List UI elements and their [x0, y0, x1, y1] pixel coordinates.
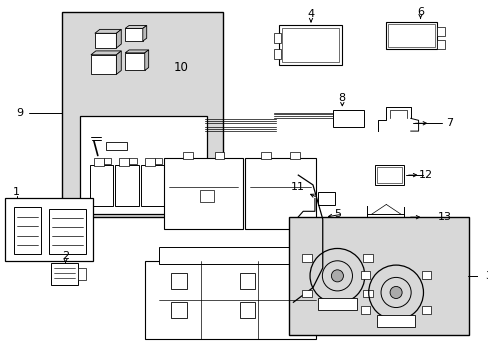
Text: 5: 5 — [333, 209, 340, 219]
Bar — [273, 33, 280, 43]
Bar — [154, 158, 162, 165]
Text: 2: 2 — [62, 251, 69, 261]
Bar — [421, 271, 430, 279]
Bar — [49, 210, 86, 254]
Polygon shape — [125, 26, 146, 28]
Bar — [302, 289, 311, 297]
Text: 4: 4 — [307, 9, 314, 19]
Bar — [436, 27, 444, 36]
Bar — [144, 261, 315, 339]
Circle shape — [331, 270, 343, 282]
Bar — [386, 22, 436, 49]
Text: 6: 6 — [416, 7, 423, 17]
Bar — [281, 28, 339, 62]
Polygon shape — [144, 50, 148, 71]
Bar — [317, 192, 335, 206]
Bar — [436, 40, 444, 49]
Bar — [278, 26, 342, 64]
Bar — [80, 116, 207, 214]
Text: 8: 8 — [338, 93, 345, 103]
Bar — [360, 306, 370, 314]
Bar — [376, 222, 393, 232]
Bar — [214, 152, 224, 159]
Bar — [171, 273, 186, 289]
Bar — [94, 158, 103, 166]
Polygon shape — [116, 30, 121, 48]
Text: 1: 1 — [13, 187, 20, 197]
Bar — [421, 306, 430, 314]
Bar — [166, 165, 189, 206]
Bar — [332, 109, 363, 127]
Bar — [171, 302, 186, 318]
Text: 10: 10 — [173, 61, 188, 74]
Bar — [14, 207, 41, 254]
Polygon shape — [116, 51, 121, 75]
Bar — [78, 268, 86, 280]
Bar — [244, 158, 315, 229]
Bar — [273, 49, 280, 59]
Bar — [61, 12, 223, 217]
Bar — [310, 274, 320, 302]
Bar — [129, 158, 137, 165]
Polygon shape — [125, 50, 148, 53]
Text: 7: 7 — [446, 118, 452, 128]
Text: 9: 9 — [16, 108, 23, 118]
Text: 11: 11 — [291, 182, 305, 192]
Polygon shape — [142, 26, 146, 41]
Bar — [95, 33, 116, 48]
Bar — [288, 217, 468, 334]
Bar — [360, 271, 370, 279]
Bar — [51, 263, 78, 285]
Bar — [362, 254, 372, 262]
Bar — [180, 158, 187, 165]
Bar — [376, 315, 414, 327]
Bar — [103, 158, 111, 165]
Text: 12: 12 — [418, 170, 431, 180]
Bar — [387, 23, 434, 47]
Polygon shape — [95, 30, 121, 33]
Bar — [164, 158, 243, 229]
Bar — [125, 28, 142, 41]
Bar — [289, 152, 299, 159]
Text: 3: 3 — [485, 271, 488, 281]
Text: 13: 13 — [437, 212, 451, 222]
Bar — [144, 158, 154, 166]
Bar — [5, 198, 93, 261]
Bar — [91, 55, 116, 75]
Bar — [159, 247, 305, 264]
Bar — [200, 190, 214, 202]
Bar — [119, 158, 129, 166]
Bar — [261, 152, 271, 159]
Bar — [115, 165, 139, 206]
Bar — [376, 167, 401, 183]
Bar — [141, 165, 164, 206]
Circle shape — [389, 287, 401, 298]
Bar — [302, 254, 311, 262]
Polygon shape — [91, 51, 121, 55]
Bar — [318, 298, 356, 310]
Bar — [183, 152, 192, 159]
Bar — [239, 302, 255, 318]
Bar — [362, 289, 372, 297]
Bar — [125, 53, 144, 71]
Bar — [90, 165, 113, 206]
Bar — [374, 165, 403, 185]
Bar — [170, 158, 180, 166]
Bar — [239, 273, 255, 289]
Bar — [105, 142, 127, 150]
